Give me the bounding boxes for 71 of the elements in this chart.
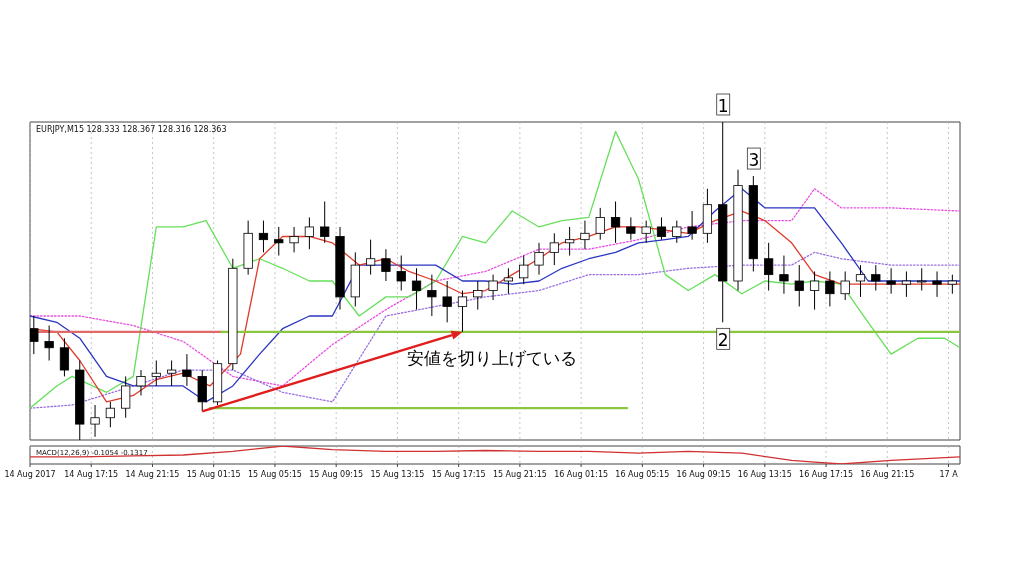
candlestick [381, 248, 391, 282]
candlestick [871, 264, 881, 292]
x-tick-label: 15 Aug 05:15 [247, 470, 302, 479]
candlestick [825, 270, 835, 307]
candlestick [641, 220, 651, 244]
candlestick [90, 404, 100, 438]
candlestick [44, 325, 54, 361]
candlestick [917, 267, 927, 292]
candlestick [932, 270, 942, 298]
x-tick-label: 15 Aug 01:15 [186, 470, 241, 479]
annotation: 2 [717, 330, 729, 351]
candlestick [396, 255, 406, 292]
candlestick [105, 401, 115, 428]
candlestick [30, 315, 39, 355]
x-tick-label: 14 Aug 17:15 [64, 470, 119, 479]
x-tick-label: 15 Aug 21:15 [492, 470, 547, 479]
candlestick [794, 264, 804, 307]
candlestick [764, 242, 774, 292]
candlestick [167, 360, 177, 387]
candlestick [549, 232, 559, 266]
candlestick [779, 255, 789, 295]
annotation: 1 [717, 96, 729, 116]
candlestick [534, 242, 544, 276]
candlestick [503, 267, 513, 295]
candlestick [886, 267, 896, 295]
candlestick [901, 270, 912, 298]
candlestick [320, 201, 330, 244]
x-tick-label: 16 Aug 09:15 [676, 470, 731, 479]
candlestick [565, 226, 575, 257]
candlestick [610, 201, 621, 244]
candlestick [595, 207, 605, 241]
x-tick-label: 15 Aug 09:15 [309, 470, 364, 479]
x-tick-label: 16 Aug 05:15 [615, 470, 670, 479]
candlestick [258, 220, 269, 253]
candlestick [580, 220, 590, 250]
candlestick [457, 290, 468, 333]
candlestick [947, 274, 957, 295]
candlestick [289, 226, 299, 253]
candlestick [488, 274, 498, 301]
candlestick [672, 220, 682, 244]
candlestick [304, 216, 314, 250]
candlestick [151, 360, 161, 387]
x-tick-label: 14 Aug 21:15 [125, 470, 180, 479]
x-tick-label: 14 Aug 2017 [4, 470, 56, 479]
candlestick [626, 216, 636, 241]
candlestick [840, 270, 850, 301]
candlestick [656, 216, 667, 241]
candlestick [121, 375, 131, 419]
x-tick-label: 15 Aug 17:15 [431, 470, 486, 479]
chart-title: EURJPY,M15 128.333 128.367 128.316 128.363 [36, 125, 227, 134]
x-tick-label: 16 Aug 01:15 [554, 470, 609, 479]
x-tick-label: 16 Aug 17:15 [799, 470, 854, 479]
x-tick-label: 15 Aug 13:15 [370, 470, 425, 479]
annotation: 3 [748, 150, 760, 171]
annotation: 安値を切り上げている [407, 347, 578, 368]
x-tick-label: 17 A [939, 470, 959, 479]
candlestick [366, 239, 376, 276]
candlestick [855, 264, 866, 298]
candlestick [182, 353, 192, 387]
candlestick [136, 369, 146, 396]
candlestick [411, 267, 422, 311]
candlestick [809, 270, 820, 311]
candlestick [473, 280, 483, 311]
candlestick [519, 255, 529, 285]
candlestick [687, 210, 697, 241]
candlestick [59, 337, 70, 377]
candlestick [274, 226, 284, 257]
candlestick [427, 274, 437, 317]
candlestick [442, 280, 452, 323]
x-tick-label: 16 Aug 21:15 [860, 470, 915, 479]
x-tick-label: 16 Aug 13:15 [737, 470, 792, 479]
